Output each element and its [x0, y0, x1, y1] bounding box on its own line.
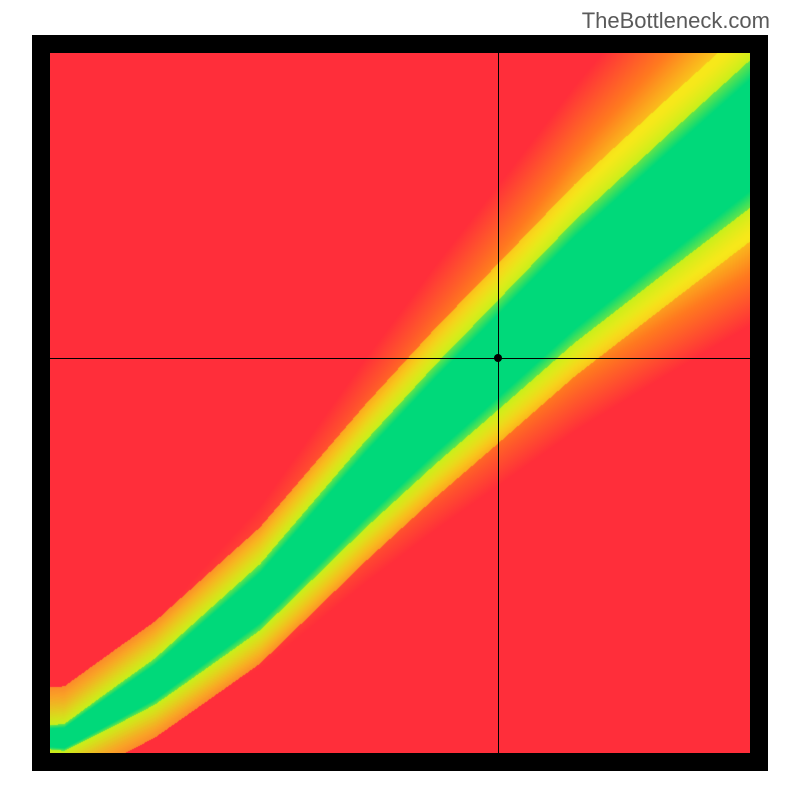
crosshair-horizontal: [50, 358, 750, 359]
watermark-text: TheBottleneck.com: [582, 8, 770, 34]
bottleneck-heatmap-chart: [32, 35, 768, 771]
marker-point: [494, 354, 502, 362]
heatmap-canvas: [50, 53, 750, 753]
crosshair-vertical: [498, 53, 499, 753]
